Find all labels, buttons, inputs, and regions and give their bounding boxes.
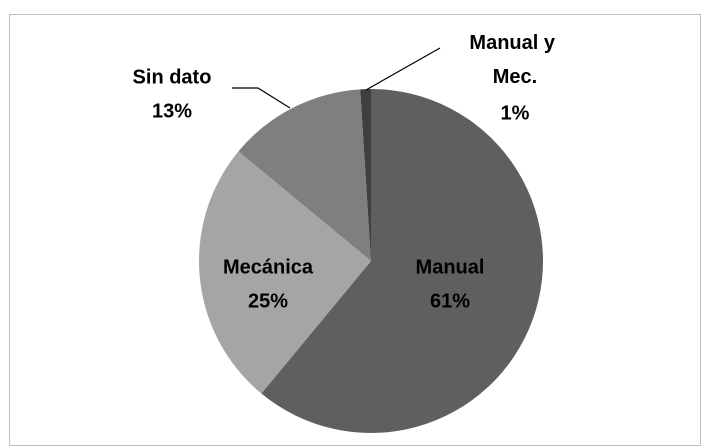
pie-slice xyxy=(198,151,371,394)
leader-line xyxy=(232,87,291,109)
value-label: 61% xyxy=(430,290,470,312)
category-label: Manual xyxy=(416,256,485,278)
label-line: Mec. xyxy=(493,66,537,88)
leader-line xyxy=(365,47,441,91)
category-label: Mecánica xyxy=(223,256,314,278)
pie xyxy=(198,89,543,433)
value-label: 1% xyxy=(501,102,530,124)
pie-slice xyxy=(238,89,371,261)
pie-slice xyxy=(261,89,543,433)
pie-slice xyxy=(360,89,371,261)
value-label: 25% xyxy=(248,290,288,312)
value-label: 13% xyxy=(152,100,192,122)
label-line: Manual y xyxy=(469,32,560,54)
category-label: Sin dato xyxy=(133,66,212,88)
category-label: Manual y Mec. xyxy=(469,32,560,88)
